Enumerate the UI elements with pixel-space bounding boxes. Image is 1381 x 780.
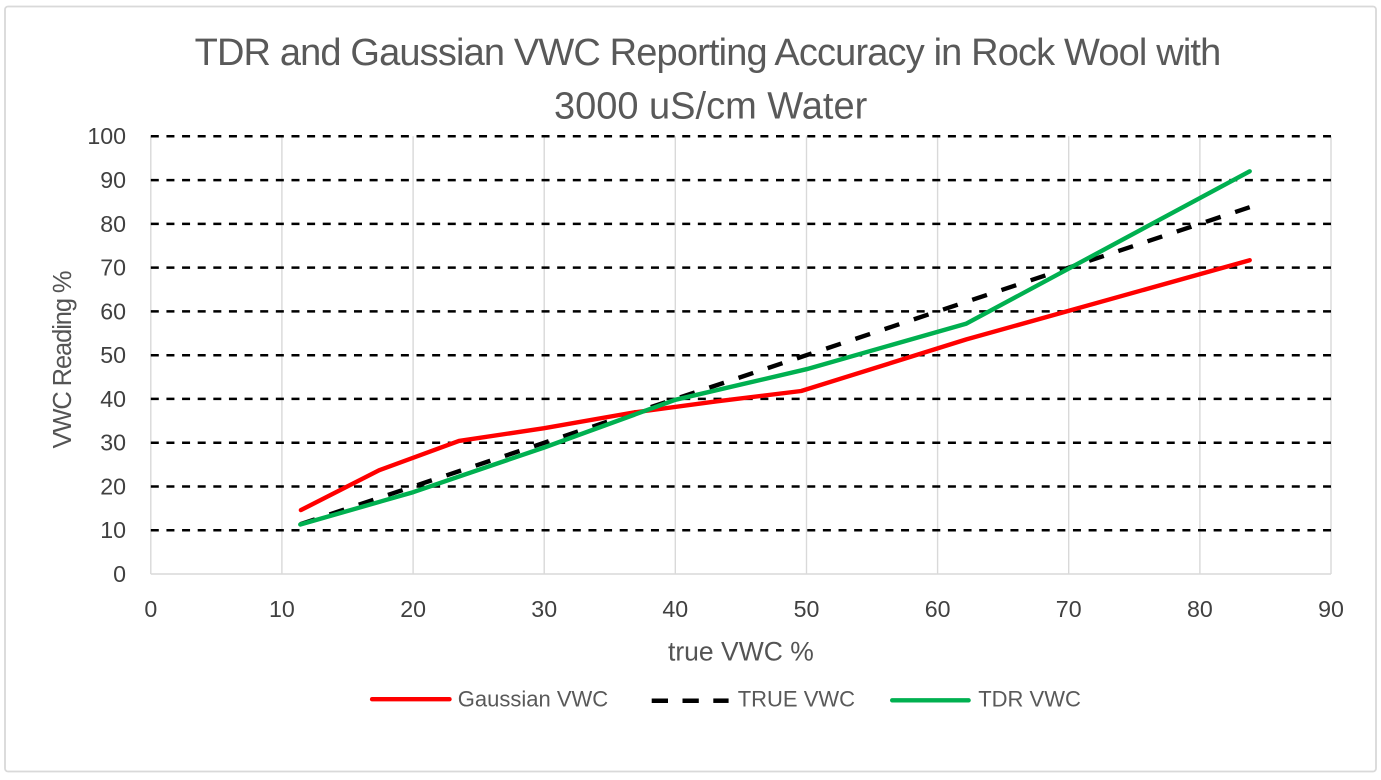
svg-text:80: 80 bbox=[1187, 596, 1213, 622]
svg-text:0: 0 bbox=[113, 561, 126, 587]
svg-text:0: 0 bbox=[144, 596, 157, 622]
svg-text:100: 100 bbox=[87, 123, 126, 149]
svg-text:40: 40 bbox=[662, 596, 688, 622]
svg-text:40: 40 bbox=[100, 386, 126, 412]
svg-text:3000 uS/cm Water: 3000 uS/cm Water bbox=[554, 86, 868, 128]
svg-text:70: 70 bbox=[1056, 596, 1082, 622]
svg-text:30: 30 bbox=[531, 596, 557, 622]
svg-text:50: 50 bbox=[100, 342, 126, 368]
svg-text:TDR VWC: TDR VWC bbox=[978, 687, 1081, 712]
svg-text:70: 70 bbox=[100, 255, 126, 281]
svg-text:10: 10 bbox=[269, 596, 295, 622]
svg-text:20: 20 bbox=[100, 473, 126, 499]
svg-text:10: 10 bbox=[100, 517, 126, 543]
svg-text:Gaussian VWC: Gaussian VWC bbox=[458, 687, 608, 712]
svg-text:90: 90 bbox=[1318, 596, 1344, 622]
svg-text:80: 80 bbox=[100, 211, 126, 237]
svg-text:90: 90 bbox=[100, 167, 126, 193]
svg-text:TDR and Gaussian VWC Reporting: TDR and Gaussian VWC Reporting Accuracy … bbox=[195, 32, 1221, 74]
svg-text:TRUE VWC: TRUE VWC bbox=[738, 687, 855, 712]
svg-text:VWC Reading %: VWC Reading % bbox=[49, 271, 77, 448]
svg-text:60: 60 bbox=[925, 596, 951, 622]
svg-text:30: 30 bbox=[100, 430, 126, 456]
svg-text:50: 50 bbox=[794, 596, 820, 622]
svg-text:true VWC %: true VWC % bbox=[668, 636, 814, 666]
svg-text:20: 20 bbox=[400, 596, 426, 622]
svg-text:60: 60 bbox=[100, 298, 126, 324]
